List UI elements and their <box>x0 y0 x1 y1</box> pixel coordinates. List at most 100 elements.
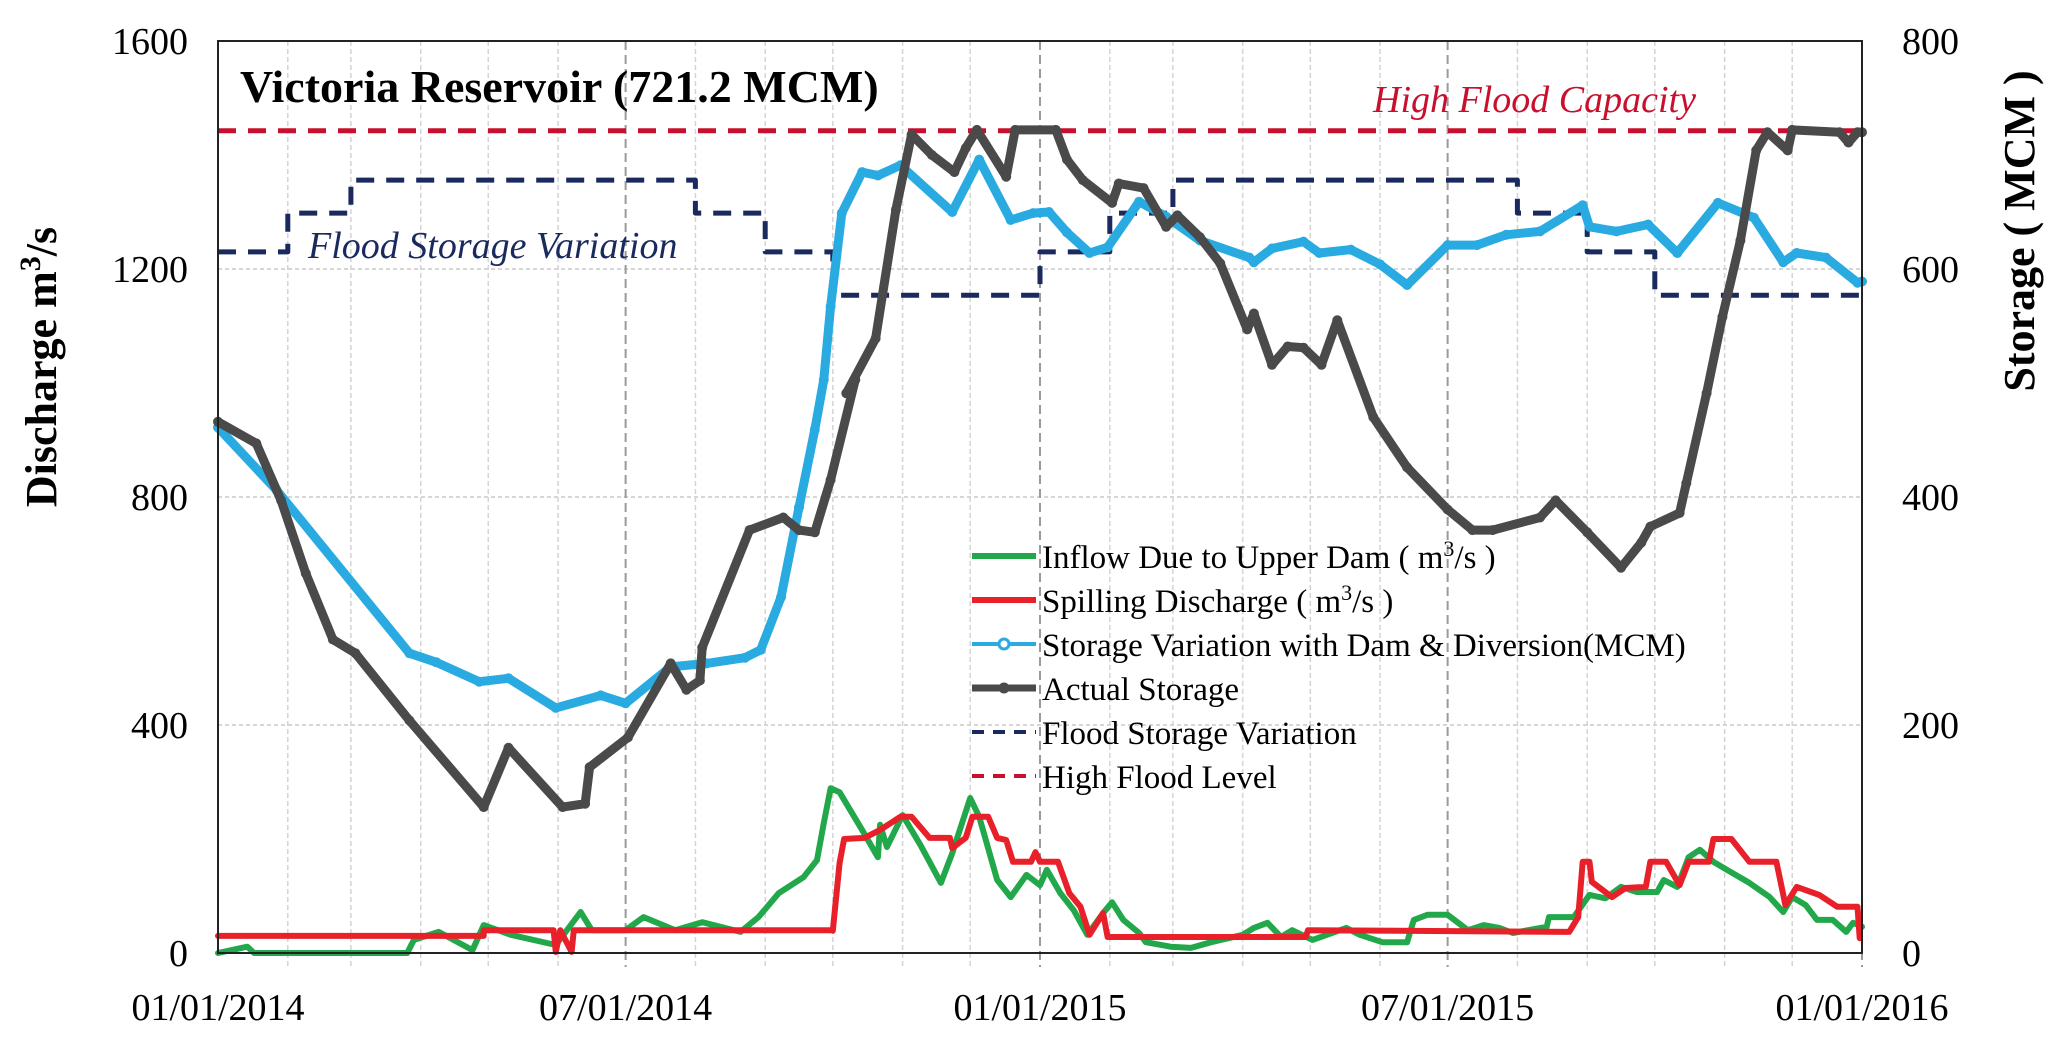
data-point <box>947 207 958 217</box>
data-point <box>584 762 595 773</box>
data-point <box>1113 178 1124 189</box>
data-point <box>1102 242 1113 253</box>
data-point <box>926 150 937 160</box>
data-point <box>478 802 489 813</box>
y-axis-title-base: Discharge m <box>17 271 66 507</box>
legend-item: Storage Variation with Dam & Diversion(M… <box>972 628 1686 664</box>
data-point <box>825 474 836 485</box>
data-point <box>1107 197 1118 208</box>
data-point <box>1050 124 1061 135</box>
legend-label: Storage Variation with Dam & Diversion(M… <box>1042 628 1686 664</box>
data-point <box>850 374 861 385</box>
data-point <box>1535 226 1545 237</box>
data-point <box>974 154 985 165</box>
data-point <box>1242 324 1253 335</box>
x-tick-label: 01/01/2016 <box>1775 987 1948 1029</box>
data-point <box>1701 388 1712 399</box>
legend-label: Actual Storage <box>1042 672 1239 708</box>
data-point <box>1314 248 1325 258</box>
data-point <box>1402 280 1413 290</box>
data-point <box>1834 127 1845 138</box>
y-tick-label: 1200 <box>112 249 188 291</box>
data-point <box>809 527 820 538</box>
data-point <box>949 167 960 178</box>
data-point <box>503 742 514 753</box>
legend-label: Flood Storage Variation <box>1042 716 1357 752</box>
plot-frame <box>217 40 1863 954</box>
data-point <box>755 644 766 655</box>
grid-layer <box>218 41 1863 967</box>
data-point <box>1215 258 1226 269</box>
data-point <box>1077 175 1088 186</box>
data-point <box>1282 341 1293 352</box>
legend-label: Spilling Discharge ( m3/s ) <box>1042 580 1393 621</box>
data-point <box>1748 212 1759 223</box>
legend-item: Inflow Due to Upper Dam ( m3/s ) <box>972 536 1496 577</box>
data-point <box>872 170 883 181</box>
data-point <box>1616 562 1626 573</box>
legend: Inflow Due to Upper Dam ( m3/s )Spilling… <box>972 536 1686 796</box>
legend-marker <box>998 682 1010 694</box>
y-axis-title-tail: /s <box>17 227 66 257</box>
data-point <box>1821 252 1831 263</box>
data-point <box>1717 311 1728 322</box>
data-point <box>697 642 708 653</box>
data-point <box>404 715 415 726</box>
data-point <box>1487 525 1498 536</box>
legend-label-sup: 3 <box>1443 536 1454 561</box>
x-tick-label: 07/01/2014 <box>539 987 712 1029</box>
data-point <box>350 648 361 659</box>
data-point <box>681 684 692 695</box>
data-point <box>557 802 568 813</box>
legend-label-sup: 3 <box>1341 580 1352 605</box>
data-point <box>1643 219 1654 230</box>
y-axis-title: Discharge m3/s <box>14 227 67 507</box>
data-point <box>251 438 262 449</box>
series-line-inflow-due-to-upper-dam-m3-s <box>215 785 1865 956</box>
data-point <box>1681 478 1692 489</box>
data-point <box>776 592 786 603</box>
legend-label: High Flood Level <box>1042 760 1277 796</box>
data-point <box>1062 227 1072 238</box>
data-point <box>906 129 917 140</box>
data-point <box>836 208 847 219</box>
data-point <box>1028 208 1039 219</box>
axis-layer: 0 400 800 1200 1600 0 200 400 600 800 01/01/2014 07… <box>112 21 1959 1029</box>
data-point <box>1375 259 1386 270</box>
legend-label: Inflow Due to Upper Dam ( m3/s ) <box>1042 536 1496 577</box>
data-point <box>778 512 789 523</box>
data-point <box>1535 512 1545 523</box>
data-point <box>327 634 338 645</box>
legend-item: High Flood Level <box>972 760 1277 796</box>
data-point <box>1298 342 1309 353</box>
data-point <box>744 525 755 536</box>
series-line-actual-storage <box>213 125 1867 812</box>
data-point <box>1345 244 1356 255</box>
data-point <box>960 143 971 154</box>
legend-marker <box>997 637 1011 651</box>
data-point <box>1062 154 1072 165</box>
series-line-spilling-discharge-m3-s <box>215 813 1863 955</box>
data-point <box>1762 127 1773 138</box>
y2-axis-title: Storage ( MCM ) <box>1995 70 2044 391</box>
data-point <box>1248 257 1259 268</box>
data-point <box>1332 315 1343 326</box>
data-point <box>1751 145 1762 156</box>
data-point <box>971 124 982 135</box>
y2-tick-label: 200 <box>1902 705 1959 747</box>
data-point <box>1134 196 1145 207</box>
data-point <box>1645 521 1656 532</box>
y2-tick-label: 0 <box>1902 933 1921 975</box>
legend-label-base: Spilling Discharge ( m <box>1042 584 1341 620</box>
data-point <box>1044 207 1054 217</box>
data-point <box>1442 240 1453 251</box>
data-point <box>1267 359 1277 370</box>
data-point <box>1674 508 1685 518</box>
data-point <box>1471 240 1482 251</box>
data-point <box>890 204 901 215</box>
data-point <box>1636 537 1647 548</box>
data-point <box>1005 215 1016 225</box>
annotation-high-flood-capacity: High Flood Capacity <box>1372 79 1696 121</box>
y-tick-label: 0 <box>169 933 188 975</box>
